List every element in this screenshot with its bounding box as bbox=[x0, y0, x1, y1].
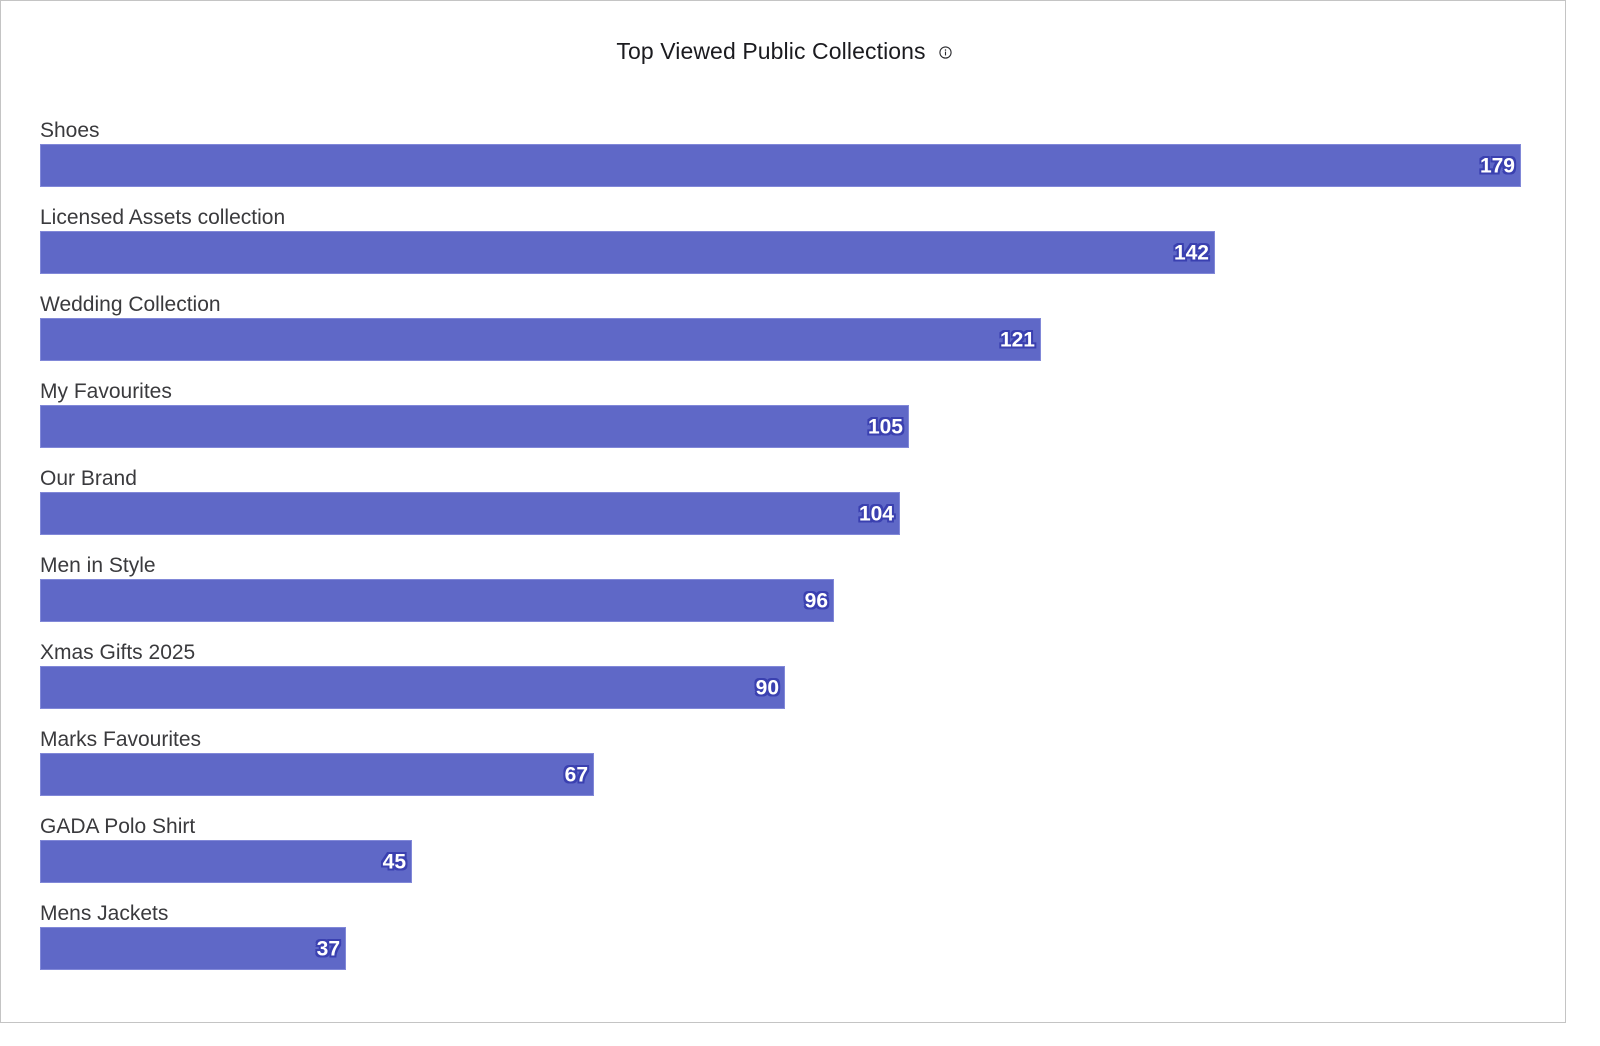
bar-row: Licensed Assets collection 142 bbox=[40, 204, 1530, 291]
bar-label: Marks Favourites bbox=[40, 728, 202, 751]
bar-row: Our Brand 104 bbox=[40, 465, 1530, 552]
bar-value-label: 105 bbox=[867, 415, 903, 438]
bar[interactable]: 121 bbox=[40, 318, 1041, 361]
bar[interactable]: 105 bbox=[40, 405, 909, 448]
bar-label: Wedding Collection bbox=[40, 293, 221, 316]
bar-row: Shoes 179 bbox=[40, 117, 1530, 204]
bar[interactable]: 67 bbox=[40, 753, 594, 796]
info-icon[interactable] bbox=[939, 45, 952, 59]
bar[interactable]: 90 bbox=[40, 666, 785, 709]
bar-label: My Favourites bbox=[40, 380, 172, 403]
bar[interactable]: 142 bbox=[40, 231, 1215, 274]
bar-label: Xmas Gifts 2025 bbox=[40, 641, 196, 664]
bar-row: Xmas Gifts 2025 90 bbox=[40, 639, 1530, 726]
chart-card: Top Viewed Public Collections Shoes 179 … bbox=[0, 0, 1566, 1023]
bar-value-label: 104 bbox=[858, 502, 894, 525]
bar-row: Men in Style 96 bbox=[40, 552, 1530, 639]
bar-label: Licensed Assets collection bbox=[40, 206, 286, 229]
bar-value-label: 45 bbox=[382, 850, 406, 873]
bar-label: Our Brand bbox=[40, 467, 137, 490]
bar-label: GADA Polo Shirt bbox=[40, 815, 196, 838]
bar-value-label: 37 bbox=[316, 937, 340, 960]
bar[interactable]: 104 bbox=[40, 492, 900, 535]
bar[interactable]: 45 bbox=[40, 840, 412, 883]
chart-header: Top Viewed Public Collections bbox=[1, 35, 1567, 67]
chart-title: Top Viewed Public Collections bbox=[616, 37, 926, 64]
bar-value-label: 121 bbox=[999, 328, 1035, 351]
bar-value-label: 179 bbox=[1479, 154, 1515, 177]
bar-value-label: 142 bbox=[1173, 241, 1209, 264]
bar-row: Mens Jackets 37 bbox=[40, 900, 1530, 987]
bar-row: Marks Favourites 67 bbox=[40, 726, 1530, 813]
bar[interactable]: 96 bbox=[40, 579, 834, 622]
bar-row: Wedding Collection 121 bbox=[40, 291, 1530, 378]
bar-row: My Favourites 105 bbox=[40, 378, 1530, 465]
bar[interactable]: 179 bbox=[40, 144, 1521, 187]
bar-value-label: 67 bbox=[564, 763, 588, 786]
bar-row: GADA Polo Shirt 45 bbox=[40, 813, 1530, 900]
bar-label: Shoes bbox=[40, 119, 100, 142]
bar-value-label: 90 bbox=[755, 676, 779, 699]
bar-value-label: 96 bbox=[804, 589, 828, 612]
bar-label: Mens Jackets bbox=[40, 902, 169, 925]
bar-label: Men in Style bbox=[40, 554, 156, 577]
bar[interactable]: 37 bbox=[40, 927, 346, 970]
